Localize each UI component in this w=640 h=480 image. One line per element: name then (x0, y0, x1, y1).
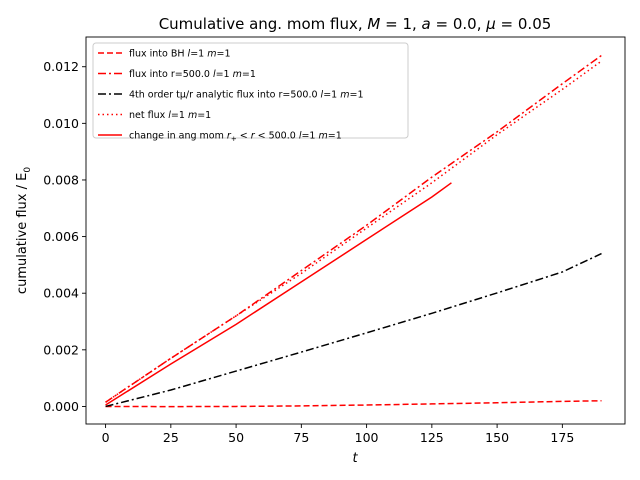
legend-label-5-part: =1 (301, 131, 318, 142)
y-axis-label-text: cumulative flux / E (15, 173, 30, 294)
legend-label-2-part: flux into r=500.0 (129, 69, 213, 80)
y-tick-label: 0.004 (43, 286, 79, 301)
legend-label-5-part: l (299, 131, 302, 142)
legend-label-2-part: m (233, 69, 242, 80)
legend-label-5: change in ang mom r+ < r < 500.0 l=1 m=1 (129, 131, 342, 144)
x-tick-label: 100 (355, 430, 379, 445)
legend-label-5-part: change in ang mom (129, 131, 227, 142)
y-tick-label: 0.002 (43, 342, 79, 357)
x-tick-label: 75 (293, 430, 309, 445)
legend-label-3-part: =1 (349, 90, 363, 101)
x-tick-label: 150 (485, 430, 509, 445)
legend-label-3-part: =1 (323, 90, 340, 101)
series-line-4 (105, 60, 602, 403)
x-tick-label: 50 (228, 430, 244, 445)
y-tick-label: 0.000 (43, 399, 79, 414)
legend-label-4-part: =1 (171, 110, 188, 121)
x-axis-ticks: 0 25 50 75 100 125 150 175 (102, 424, 574, 445)
plot-lines (105, 54, 602, 408)
legend-label-3-part: 4th order tμ/r analytic flux into r=500.… (129, 90, 321, 101)
chart-title-part: = 0.0, (431, 15, 487, 33)
legend-label-2: flux into r=500.0 l=1 m=1 (129, 69, 256, 80)
series-line-2 (105, 54, 602, 403)
legend-label-1-part: flux into BH (129, 49, 188, 60)
legend-label-5-part: =1 (328, 131, 342, 142)
series-line-1 (105, 400, 602, 408)
chart-title: Cumulative ang. mom flux, M = 1, a = 0.0… (159, 15, 552, 33)
legend-label-2-part: l (213, 69, 216, 80)
legend-label-4: net flux l=1 m=1 (129, 110, 211, 121)
y-axis-ticks: 0.000 0.002 0.004 0.006 0.008 0.010 0.012 (43, 59, 86, 414)
legend-label-1: flux into BH l=1 m=1 (129, 49, 231, 60)
x-axis-label: t (352, 451, 358, 466)
x-tick-label: 25 (163, 430, 179, 445)
x-tick-label: 125 (420, 430, 444, 445)
legend-label-1-part: =1 (216, 49, 230, 60)
chart-title-part: = 0.05 (496, 15, 552, 33)
y-tick-label: 0.006 (43, 229, 79, 244)
y-tick-label: 0.008 (43, 172, 79, 187)
y-axis-label-subscript: 0 (23, 167, 33, 173)
legend-label-5-part: r (227, 131, 232, 142)
legend-label-3-part: l (321, 90, 324, 101)
series-line-5 (105, 182, 452, 406)
y-tick-label: 0.012 (43, 59, 79, 74)
chart-title-part: = 1, (380, 15, 421, 33)
legend-label-3-part: m (340, 90, 349, 101)
chart-title-part: Cumulative ang. mom flux, (159, 15, 368, 33)
legend-label-5-part: < 500.0 (255, 131, 299, 142)
legend-box (92, 42, 409, 139)
legend-label-1-part: =1 (190, 49, 207, 60)
legend-label-4-part: l (168, 110, 171, 121)
x-tick-label: 0 (102, 430, 110, 445)
chart-title-part: μ (485, 15, 496, 33)
y-axis-label: cumulative flux / E0 (15, 167, 33, 294)
legend-label-4-part: =1 (197, 110, 211, 121)
legend-label-4-part: net flux (129, 110, 168, 121)
legend-label-2-part: =1 (242, 69, 256, 80)
legend-label-5-part: < (237, 131, 251, 142)
x-tick-label: 175 (550, 430, 574, 445)
chart-title-part: a (422, 15, 431, 33)
legend-label-5-part: r (251, 131, 256, 142)
y-tick-label: 0.010 (43, 116, 79, 131)
legend-label-4-part: m (188, 110, 197, 121)
legend-label-3: 4th order tμ/r analytic flux into r=500.… (129, 90, 364, 101)
legend-label-1-part: m (207, 49, 216, 60)
legend-label-5-part: m (318, 131, 327, 142)
legend-label-1-part: l (188, 49, 191, 60)
axes-frame (85, 36, 626, 425)
legend-label-2-part: =1 (216, 69, 233, 80)
legend-label-5-part: + (231, 135, 237, 143)
series-line-3 (105, 252, 602, 408)
chart-title-part: M (367, 15, 380, 33)
